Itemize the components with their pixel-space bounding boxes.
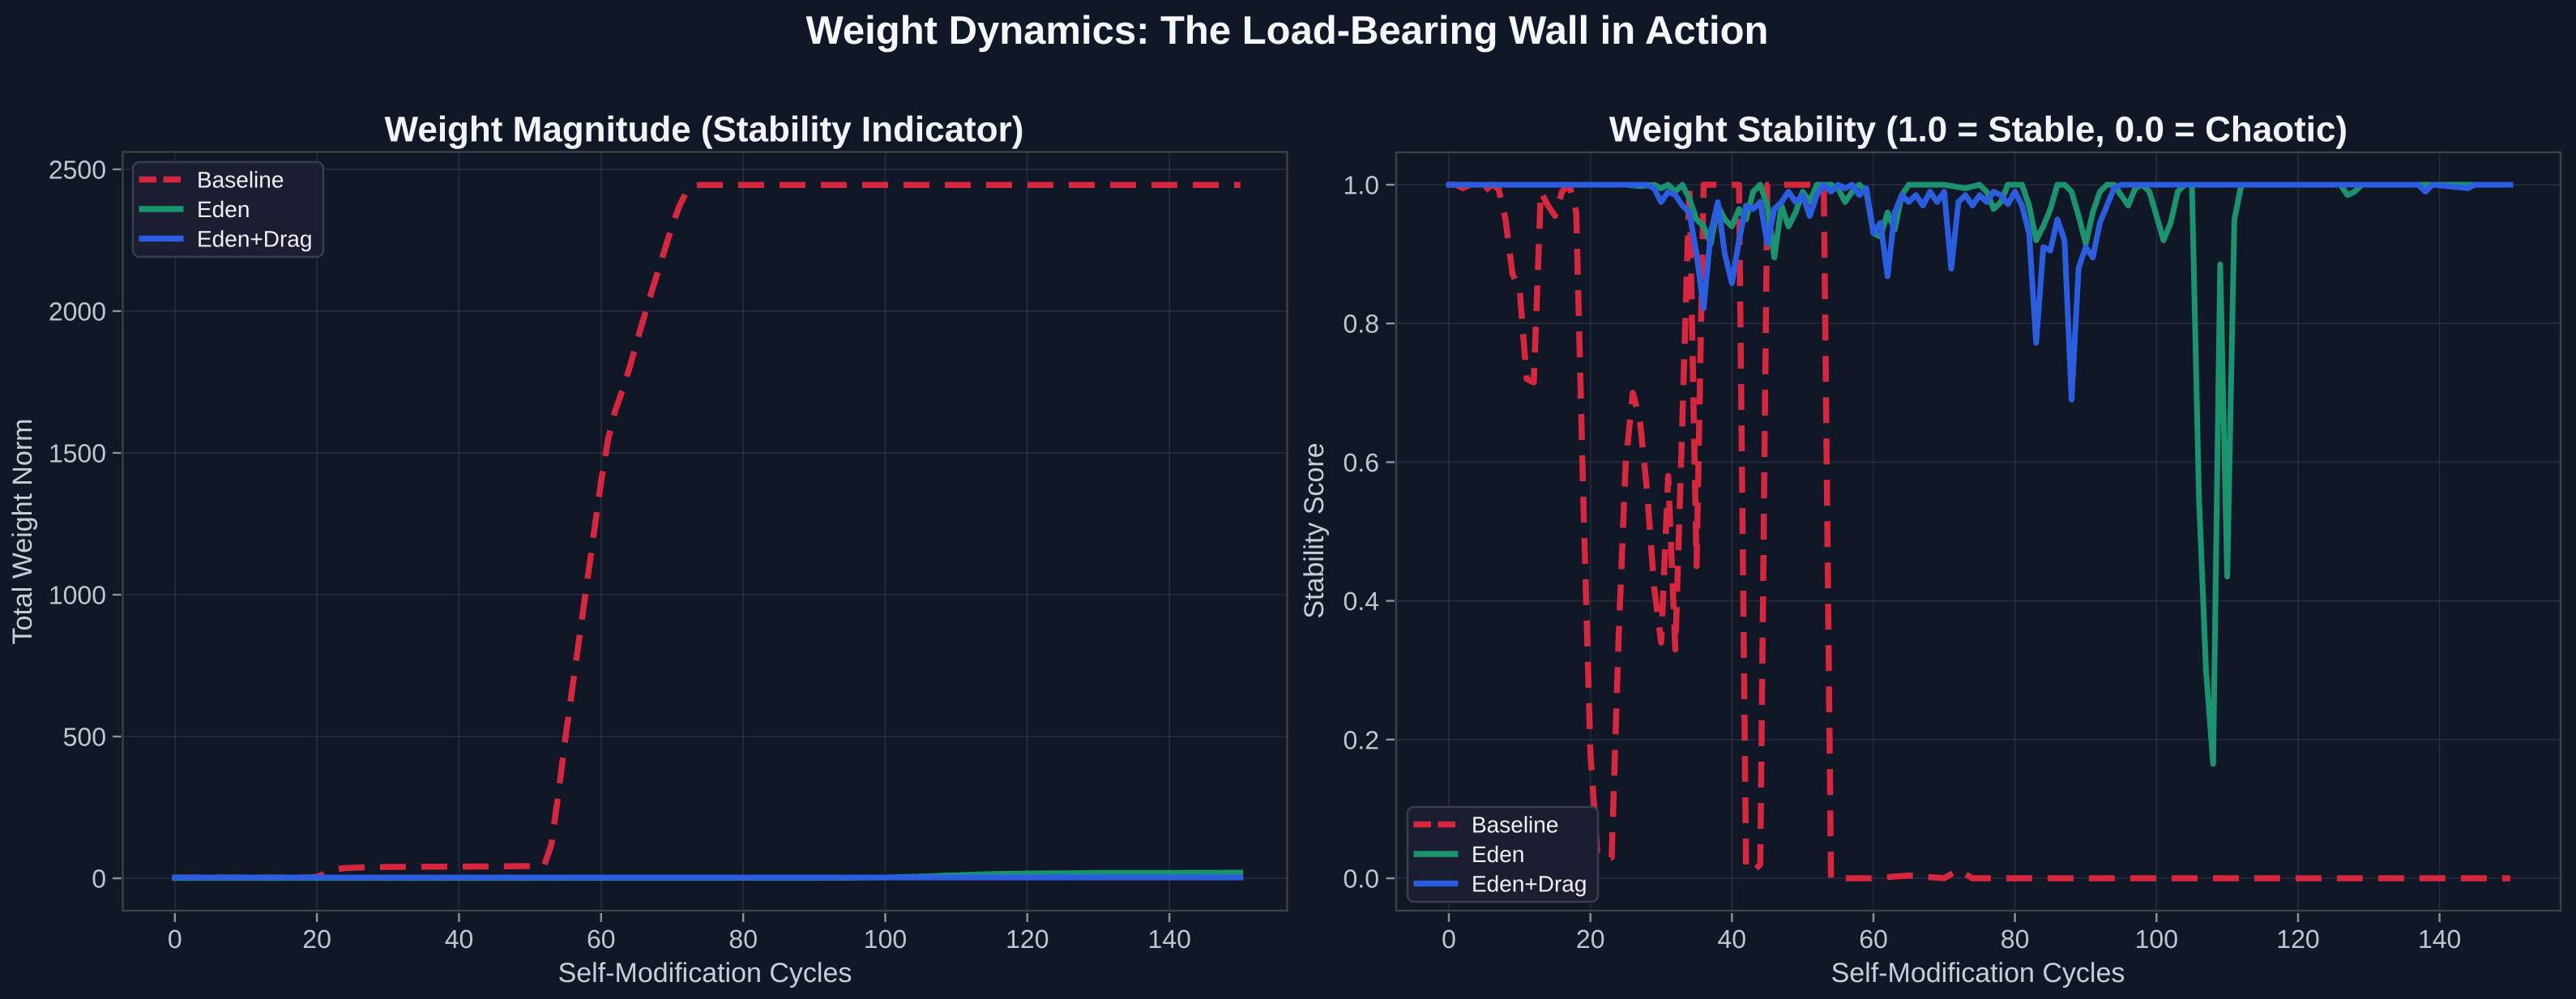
svg-text:80: 80 [728, 924, 758, 954]
svg-text:Self-Modification Cycles: Self-Modification Cycles [1831, 958, 2125, 988]
svg-text:500: 500 [63, 723, 106, 752]
svg-text:140: 140 [2418, 924, 2461, 954]
svg-text:0.0: 0.0 [1344, 865, 1379, 894]
svg-text:0: 0 [1442, 924, 1456, 954]
svg-text:Baseline: Baseline [197, 167, 284, 192]
svg-text:Weight Magnitude (Stability In: Weight Magnitude (Stability Indicator) [385, 110, 1024, 150]
svg-text:Eden: Eden [197, 197, 250, 222]
svg-text:0.6: 0.6 [1344, 448, 1379, 477]
svg-text:140: 140 [1148, 924, 1191, 954]
svg-text:Eden+Drag: Eden+Drag [1472, 871, 1587, 896]
svg-text:60: 60 [587, 924, 616, 954]
svg-text:2000: 2000 [49, 297, 106, 327]
svg-text:Self-Modification Cycles: Self-Modification Cycles [558, 958, 852, 988]
svg-text:40: 40 [445, 924, 474, 954]
svg-text:40: 40 [1718, 924, 1747, 954]
svg-text:20: 20 [1576, 924, 1605, 954]
svg-text:0.2: 0.2 [1344, 725, 1379, 754]
svg-text:Total Weight Norm: Total Weight Norm [7, 418, 38, 644]
svg-text:1500: 1500 [49, 439, 106, 468]
svg-text:100: 100 [864, 924, 907, 954]
svg-text:Weight Stability (1.0 = Stable: Weight Stability (1.0 = Stable, 0.0 = Ch… [1609, 110, 2347, 150]
svg-text:2500: 2500 [49, 156, 106, 185]
svg-text:120: 120 [1006, 924, 1049, 954]
svg-text:Baseline: Baseline [1472, 812, 1558, 837]
svg-text:Eden: Eden [1472, 842, 1524, 867]
svg-text:100: 100 [2135, 924, 2178, 954]
svg-text:20: 20 [302, 924, 331, 954]
svg-text:1.0: 1.0 [1344, 171, 1379, 200]
svg-text:Eden+Drag: Eden+Drag [197, 226, 312, 251]
svg-text:120: 120 [2276, 924, 2319, 954]
svg-text:0: 0 [168, 924, 182, 954]
svg-text:1000: 1000 [49, 581, 106, 610]
svg-text:0.8: 0.8 [1344, 310, 1379, 339]
svg-text:0: 0 [92, 865, 106, 894]
svg-text:0.4: 0.4 [1344, 587, 1379, 616]
svg-text:Stability Score: Stability Score [1299, 442, 1330, 618]
svg-text:80: 80 [2001, 924, 2030, 954]
svg-text:60: 60 [1859, 924, 1888, 954]
svg-text:Weight Dynamics: The Load-Bear: Weight Dynamics: The Load-Bearing Wall i… [806, 9, 1769, 53]
